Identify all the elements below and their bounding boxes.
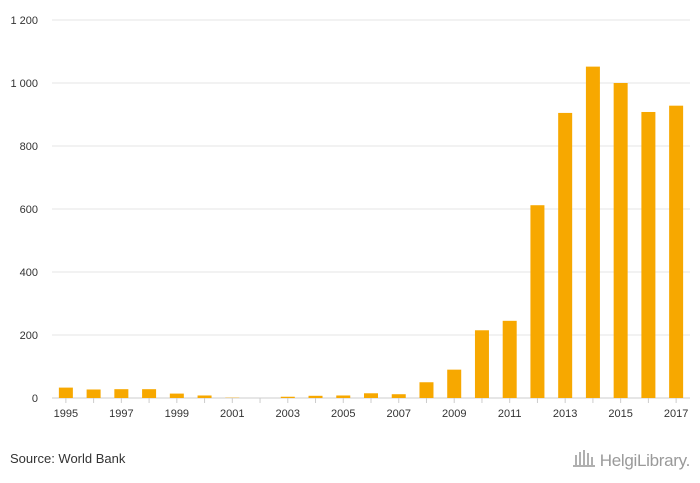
- bar-1997[interactable]: [114, 389, 129, 398]
- x-tick-label: 1999: [165, 408, 189, 420]
- library-building-icon: [572, 448, 596, 473]
- x-tick-label: 2003: [276, 408, 300, 420]
- y-tick-label: 800: [20, 141, 38, 153]
- bar-1998[interactable]: [142, 389, 157, 398]
- x-tick-label: 2001: [220, 408, 244, 420]
- x-tick-label: 1995: [54, 408, 78, 420]
- y-axis-ticks: 0 200 400 600 800 1 000 1 200: [10, 15, 38, 405]
- bar-2017[interactable]: [669, 105, 684, 399]
- bar-2015[interactable]: [613, 83, 628, 398]
- bar-2007[interactable]: [391, 394, 406, 398]
- bar-2003[interactable]: [280, 396, 295, 398]
- bar-1995[interactable]: [58, 387, 73, 398]
- x-tick-label: 1997: [109, 408, 133, 420]
- y-tick-label: 1 000: [10, 78, 38, 90]
- bar-2010[interactable]: [474, 330, 489, 398]
- bar-2009[interactable]: [447, 369, 462, 398]
- bar-2012[interactable]: [530, 205, 545, 398]
- brand-name: HelgiLibrary.: [599, 450, 691, 470]
- y-tick-label: 0: [32, 393, 38, 405]
- x-tick-label: 2005: [331, 408, 355, 420]
- bar-chart: 0 200 400 600 800 1 000 1 200 1995 1997 1999 2001…: [10, 15, 690, 420]
- bar-2005[interactable]: [336, 395, 351, 398]
- x-tick-label: 2013: [553, 408, 577, 420]
- bar-2013[interactable]: [558, 112, 573, 399]
- bar-1996[interactable]: [86, 389, 101, 398]
- brand-logo[interactable]: HelgiLibrary.: [572, 448, 690, 473]
- bar-2004[interactable]: [308, 395, 323, 398]
- x-tick-label: 2017: [664, 408, 688, 420]
- source-note: Source: World Bank: [10, 451, 126, 466]
- y-tick-label: 1 200: [10, 15, 38, 27]
- bar-2006[interactable]: [364, 393, 378, 398]
- bar-2011[interactable]: [502, 320, 517, 398]
- bar-2008[interactable]: [419, 382, 434, 398]
- y-tick-label: 200: [20, 330, 38, 342]
- bars: [58, 66, 684, 399]
- bar-1999[interactable]: [169, 393, 184, 398]
- bar-2016[interactable]: [641, 111, 656, 398]
- x-tick-label: 2015: [608, 408, 632, 420]
- bar-2000[interactable]: [197, 395, 212, 398]
- x-tick-label: 2007: [386, 408, 410, 420]
- y-tick-label: 400: [20, 267, 38, 279]
- x-tick-label: 2011: [498, 408, 522, 420]
- y-tick-label: 600: [20, 204, 38, 216]
- x-tick-label: 2009: [442, 408, 466, 420]
- bar-2014[interactable]: [585, 66, 600, 399]
- gridlines: [52, 19, 690, 399]
- x-axis-ticks: 1995 1997 1999 2001 2003 2005 2007 2009 2011 2013…: [54, 398, 688, 420]
